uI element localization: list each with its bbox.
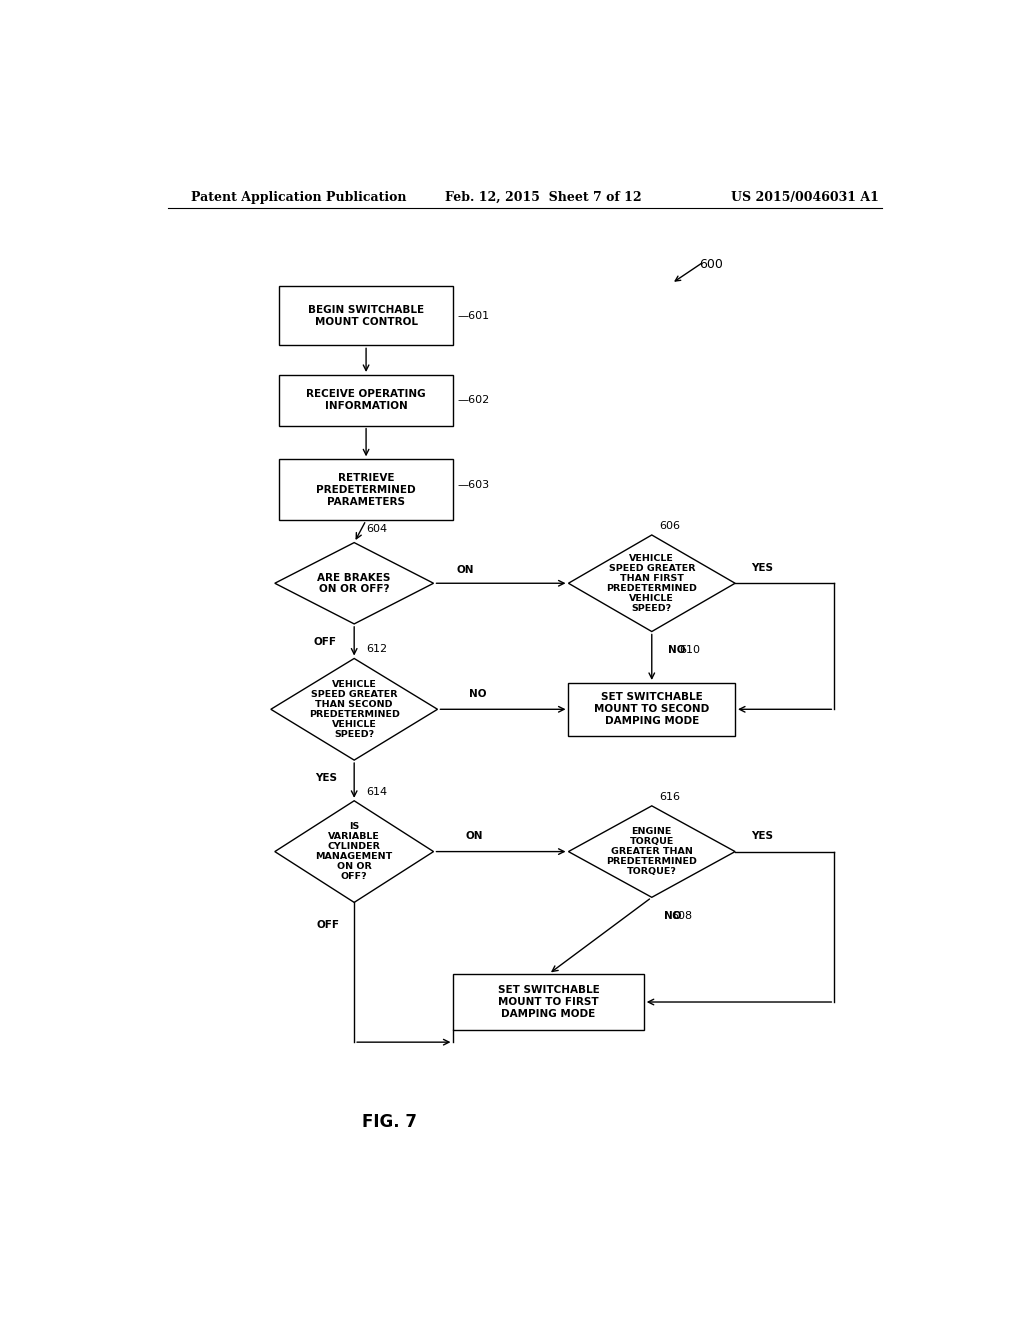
Text: ENGINE
TORQUE
GREATER THAN
PREDETERMINED
TORQUE?: ENGINE TORQUE GREATER THAN PREDETERMINED… [606,828,697,876]
Polygon shape [274,801,433,903]
Polygon shape [274,543,433,624]
Text: NO: NO [469,689,486,700]
Text: OFF: OFF [313,638,337,647]
Text: —601: —601 [458,312,489,321]
Text: NO: NO [664,911,681,920]
Polygon shape [568,805,735,898]
Text: IS
VARIABLE
CYLINDER
MANAGEMENT
ON OR
OFF?: IS VARIABLE CYLINDER MANAGEMENT ON OR OF… [315,822,393,882]
Text: 612: 612 [367,644,387,655]
Text: Patent Application Publication: Patent Application Publication [191,190,407,203]
Text: US 2015/0046031 A1: US 2015/0046031 A1 [731,190,879,203]
Text: RETRIEVE
PREDETERMINED
PARAMETERS: RETRIEVE PREDETERMINED PARAMETERS [316,473,416,507]
Text: 614: 614 [367,787,387,797]
Text: RECEIVE OPERATING
INFORMATION: RECEIVE OPERATING INFORMATION [306,389,426,412]
Text: VEHICLE
SPEED GREATER
THAN FIRST
PREDETERMINED
VEHICLE
SPEED?: VEHICLE SPEED GREATER THAN FIRST PREDETE… [606,553,697,612]
Bar [568,682,735,735]
Text: 600: 600 [699,257,723,271]
Text: ARE BRAKES
ON OR OFF?: ARE BRAKES ON OR OFF? [317,573,391,594]
Text: 608: 608 [672,911,693,920]
Bar [279,286,454,346]
Text: Feb. 12, 2015  Sheet 7 of 12: Feb. 12, 2015 Sheet 7 of 12 [445,190,642,203]
Text: YES: YES [314,774,337,783]
Text: SET SWITCHABLE
MOUNT TO SECOND
DAMPING MODE: SET SWITCHABLE MOUNT TO SECOND DAMPING M… [594,692,710,726]
Text: VEHICLE
SPEED GREATER
THAN SECOND
PREDETERMINED
VEHICLE
SPEED?: VEHICLE SPEED GREATER THAN SECOND PREDET… [309,680,399,739]
Text: 616: 616 [659,792,681,801]
Text: SET SWITCHABLE
MOUNT TO FIRST
DAMPING MODE: SET SWITCHABLE MOUNT TO FIRST DAMPING MO… [498,985,599,1019]
Text: FIG. 7: FIG. 7 [362,1113,418,1131]
Text: —602: —602 [458,395,489,405]
Polygon shape [568,535,735,631]
Text: 606: 606 [659,521,681,531]
Text: 604: 604 [367,524,387,535]
Bar [454,974,644,1030]
Bar [279,459,454,520]
Polygon shape [270,659,437,760]
Text: ON: ON [465,832,482,841]
Text: BEGIN SWITCHABLE
MOUNT CONTROL: BEGIN SWITCHABLE MOUNT CONTROL [308,305,424,327]
Text: 610: 610 [680,645,700,655]
Text: ON: ON [457,565,474,576]
Text: YES: YES [751,832,773,841]
Text: YES: YES [751,564,773,573]
Bar [279,375,454,426]
Text: —603: —603 [458,479,489,490]
Text: OFF: OFF [316,920,340,929]
Text: NO: NO [668,645,685,655]
